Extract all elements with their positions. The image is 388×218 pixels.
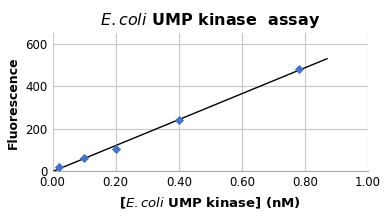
Text: [$\it{E. coli}$ UMP kinase] (nM): [$\it{E. coli}$ UMP kinase] (nM) <box>120 196 301 211</box>
Text: $\it{E. coli}$ UMP kinase  assay: $\it{E. coli}$ UMP kinase assay <box>100 11 320 30</box>
Point <box>56 165 62 169</box>
Point <box>81 156 87 159</box>
Point <box>113 147 119 151</box>
Point <box>296 68 302 71</box>
Y-axis label: Fluorescence: Fluorescence <box>7 56 20 148</box>
Point <box>176 119 182 122</box>
